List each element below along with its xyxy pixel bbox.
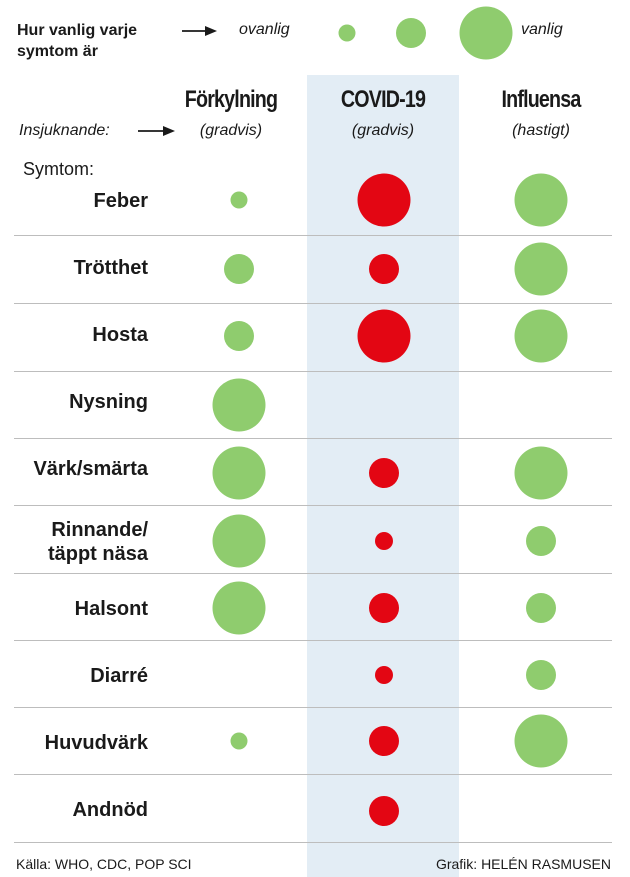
symptom-dot-forkylning bbox=[212, 514, 266, 568]
symptom-dot-forkylning bbox=[224, 254, 254, 284]
symptom-dot-covid bbox=[357, 173, 411, 227]
symptom-dot-influensa bbox=[514, 242, 568, 296]
symptom-dot-covid bbox=[369, 593, 399, 623]
legend-question-line1: Hur vanlig varje bbox=[17, 22, 138, 39]
symptom-dot-influensa bbox=[526, 660, 556, 690]
legend-question: Hur vanlig varje symtom är bbox=[17, 20, 137, 62]
symptom-dot-influensa bbox=[526, 526, 556, 556]
symptom-dot-forkylning bbox=[212, 581, 266, 635]
row-divider bbox=[14, 774, 612, 775]
row-divider bbox=[14, 438, 612, 439]
symptom-dot-covid bbox=[369, 796, 399, 826]
symptom-dot-covid bbox=[369, 254, 399, 284]
row-label-feber: Feber bbox=[93, 190, 148, 212]
row-label-vark-smarta: Värk/smärta bbox=[33, 458, 148, 480]
row-label-huvudvark: Huvudvärk bbox=[44, 732, 148, 754]
legend-dot-large bbox=[459, 6, 513, 60]
row-label-trotthet: Trötthet bbox=[73, 257, 148, 279]
row-label-hosta: Hosta bbox=[92, 324, 148, 346]
symptom-dot-covid bbox=[375, 532, 393, 550]
row-divider bbox=[14, 640, 612, 641]
legend-dot-medium bbox=[396, 18, 426, 48]
row-label-andnod: Andnöd bbox=[72, 799, 148, 821]
legend-arrow-icon bbox=[182, 26, 217, 36]
row-divider bbox=[14, 707, 612, 708]
graphic-credit: Grafik: HELÉN RASMUSEN bbox=[435, 856, 611, 872]
row-divider bbox=[14, 842, 612, 843]
row-label-rinnande-nasa: Rinnande/ täppt näsa bbox=[48, 518, 148, 566]
symptom-dot-covid bbox=[357, 309, 411, 363]
row-label-diarre: Diarré bbox=[90, 665, 148, 687]
onset-covid: (gradvis) bbox=[351, 122, 415, 139]
column-header-forkylning: Förkylning bbox=[184, 86, 278, 113]
onset-forkylning: (gradvis) bbox=[199, 122, 263, 139]
legend-question-line2: symtom är bbox=[17, 43, 98, 60]
symptom-dot-forkylning bbox=[230, 191, 248, 209]
legend-max-label: vanlig bbox=[521, 21, 563, 38]
symptom-dot-influensa bbox=[514, 173, 568, 227]
symptom-dot-influensa bbox=[514, 309, 568, 363]
row-divider bbox=[14, 371, 612, 372]
symptom-dot-covid bbox=[369, 726, 399, 756]
onset-influensa: (hastigt) bbox=[512, 122, 570, 139]
onset-arrow-icon bbox=[138, 126, 175, 136]
symptom-dot-influensa bbox=[514, 714, 568, 768]
row-label-rinnande-line2: täppt näsa bbox=[47, 543, 148, 565]
column-header-influensa: Influensa bbox=[501, 86, 581, 113]
source-credit: Källa: WHO, CDC, POP SCI bbox=[16, 856, 192, 872]
row-divider bbox=[14, 505, 612, 506]
onset-label: Insjuknande: bbox=[19, 122, 110, 139]
row-divider bbox=[14, 573, 612, 574]
symptom-dot-influensa bbox=[526, 593, 556, 623]
symptoms-label: Symtom: bbox=[23, 159, 95, 179]
legend-min-label: ovanlig bbox=[239, 21, 290, 38]
symptom-dot-forkylning bbox=[212, 446, 266, 500]
symptom-dot-forkylning bbox=[212, 378, 266, 432]
row-label-nysning: Nysning bbox=[69, 391, 148, 413]
symptom-dot-covid bbox=[375, 666, 393, 684]
row-label-halsont: Halsont bbox=[74, 598, 148, 620]
symptom-dot-forkylning bbox=[224, 321, 254, 351]
symptom-dot-forkylning bbox=[230, 732, 248, 750]
column-header-covid: COVID-19 bbox=[340, 86, 426, 113]
row-divider bbox=[14, 235, 612, 236]
legend-dot-small bbox=[338, 24, 356, 42]
symptom-dot-influensa bbox=[514, 446, 568, 500]
symptom-dot-covid bbox=[369, 458, 399, 488]
row-label-rinnande-line1: Rinnande/ bbox=[51, 519, 148, 541]
row-divider bbox=[14, 303, 612, 304]
